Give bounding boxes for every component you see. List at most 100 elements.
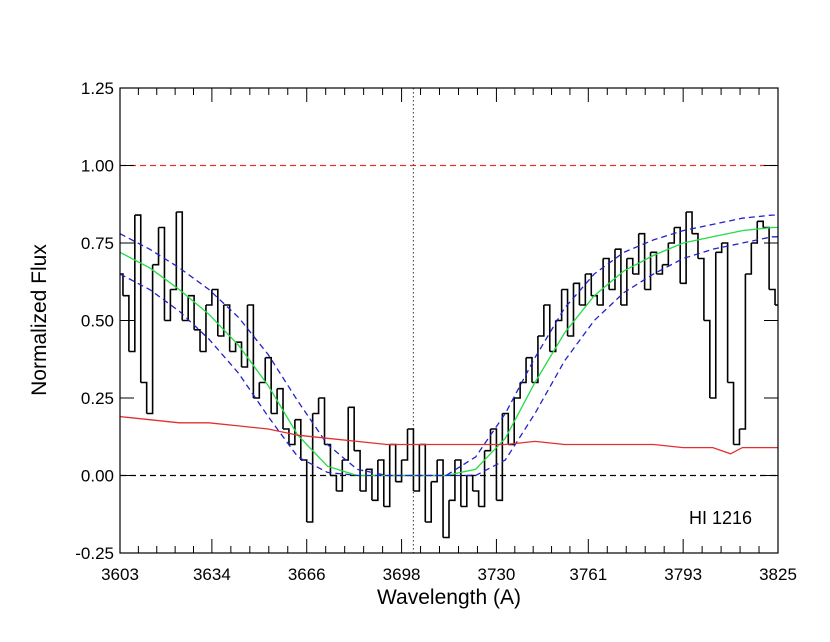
spectrum-step xyxy=(277,387,284,429)
spectrum-step xyxy=(229,342,237,353)
spectrum-step xyxy=(431,460,438,483)
x-tick-label: 3793 xyxy=(664,565,702,584)
spectrum-step xyxy=(200,305,207,353)
spectrum-step xyxy=(312,398,320,415)
spectrum-step xyxy=(496,413,504,502)
spectrum-step xyxy=(134,214,142,383)
plot-frame xyxy=(119,87,779,554)
spectrum-step xyxy=(680,212,687,285)
x-tick-label: 3825 xyxy=(759,565,797,584)
spectrum-step xyxy=(271,388,278,415)
spectrum-step xyxy=(668,227,676,244)
spectrum-step xyxy=(549,320,557,353)
spectrum-step xyxy=(537,305,545,337)
spectrum-step xyxy=(603,257,610,290)
spectrum-step xyxy=(472,490,480,507)
spectrum-step xyxy=(401,429,409,461)
spectrum-step xyxy=(211,288,219,336)
spectrum-step xyxy=(164,289,172,322)
spectrum-step xyxy=(217,305,225,337)
spectrum-step xyxy=(620,258,628,306)
spectrum-step xyxy=(318,397,326,445)
spectrum-step xyxy=(407,428,415,491)
x-tick-label: 3730 xyxy=(478,565,516,584)
y-axis-title: Normalized Flux xyxy=(28,244,51,396)
fit-line xyxy=(119,415,778,455)
spectrum-step xyxy=(371,460,379,502)
spectrum-step xyxy=(769,288,776,305)
x-tick-label: 3603 xyxy=(101,565,139,584)
spectrum-step xyxy=(662,243,670,266)
spectrum-step xyxy=(253,382,261,399)
spectrum-step xyxy=(739,274,747,430)
spectrum-step xyxy=(709,252,717,399)
spectrum-step xyxy=(158,226,166,321)
spectrum-step xyxy=(413,444,421,492)
spectrum-step xyxy=(383,444,391,508)
spectrum-step xyxy=(223,304,231,352)
spectrum-step xyxy=(597,258,604,306)
spectrum-step xyxy=(733,429,741,446)
x-tick-label: 3698 xyxy=(383,565,421,584)
spectrum-step xyxy=(205,289,213,306)
fit-line xyxy=(119,226,778,477)
spectrum-step xyxy=(555,289,563,322)
y-tick-label: -0.25 xyxy=(75,544,114,563)
spectrum-step xyxy=(176,211,184,321)
y-tick-label: 1.00 xyxy=(81,157,114,176)
spectrum-step xyxy=(360,469,367,492)
spectrum-step xyxy=(614,248,622,305)
spectrum-step xyxy=(348,406,355,451)
spectrum-step xyxy=(650,251,658,274)
spectrum-step xyxy=(288,419,296,446)
spectrum-step xyxy=(561,288,569,336)
spectrum-step xyxy=(194,329,201,352)
spectrum-step xyxy=(395,460,403,483)
spectrum-step xyxy=(686,211,693,234)
spectrum-step xyxy=(638,232,646,290)
spectrum-step xyxy=(579,274,587,306)
spectrum-step xyxy=(324,443,332,476)
spectrum-step xyxy=(644,252,652,291)
spectrum-step xyxy=(188,294,195,330)
spectrum-step xyxy=(354,449,361,491)
spectrum-step xyxy=(573,282,581,305)
x-tick-label: 3634 xyxy=(193,565,231,584)
spectrum-step xyxy=(122,294,130,352)
spectrum-step xyxy=(342,407,350,461)
y-tick-label: 0.75 xyxy=(81,234,114,253)
spectrum-step xyxy=(508,398,516,446)
spectrum-step xyxy=(763,226,770,290)
spectrum-step xyxy=(247,304,255,398)
spectrum-step xyxy=(674,226,681,284)
spectrum-step xyxy=(306,413,314,523)
spectrum-step xyxy=(241,305,249,368)
spectrum-step xyxy=(449,460,456,502)
spectrum-step xyxy=(443,500,450,539)
spectrum-step xyxy=(626,257,634,274)
spectrum-step xyxy=(531,336,539,384)
spectrum-step xyxy=(128,215,136,353)
spectrum-step xyxy=(300,459,308,522)
spectrum-step xyxy=(567,283,575,337)
spectrum-step xyxy=(283,428,290,445)
spectrum-step xyxy=(484,429,492,452)
spectrum-step xyxy=(182,295,189,322)
spectrum-step xyxy=(490,428,498,501)
spectrum-step xyxy=(235,341,243,367)
spectrum-step xyxy=(377,459,385,507)
spectrum-step xyxy=(721,242,729,383)
y-tick-label: 0.00 xyxy=(81,467,114,486)
y-tick-label: 0.50 xyxy=(81,312,114,331)
spectrum-step xyxy=(757,220,764,228)
spectrum-step xyxy=(454,459,462,507)
spectrum-step xyxy=(656,264,664,275)
spectrum-step xyxy=(330,474,338,491)
spectrum-step xyxy=(419,443,427,522)
spectrum-step xyxy=(585,273,593,296)
spectrum-step xyxy=(146,264,154,415)
spectrum-step xyxy=(526,356,533,383)
spectrum-step xyxy=(460,475,468,508)
y-tick-label: 0.25 xyxy=(81,389,114,408)
